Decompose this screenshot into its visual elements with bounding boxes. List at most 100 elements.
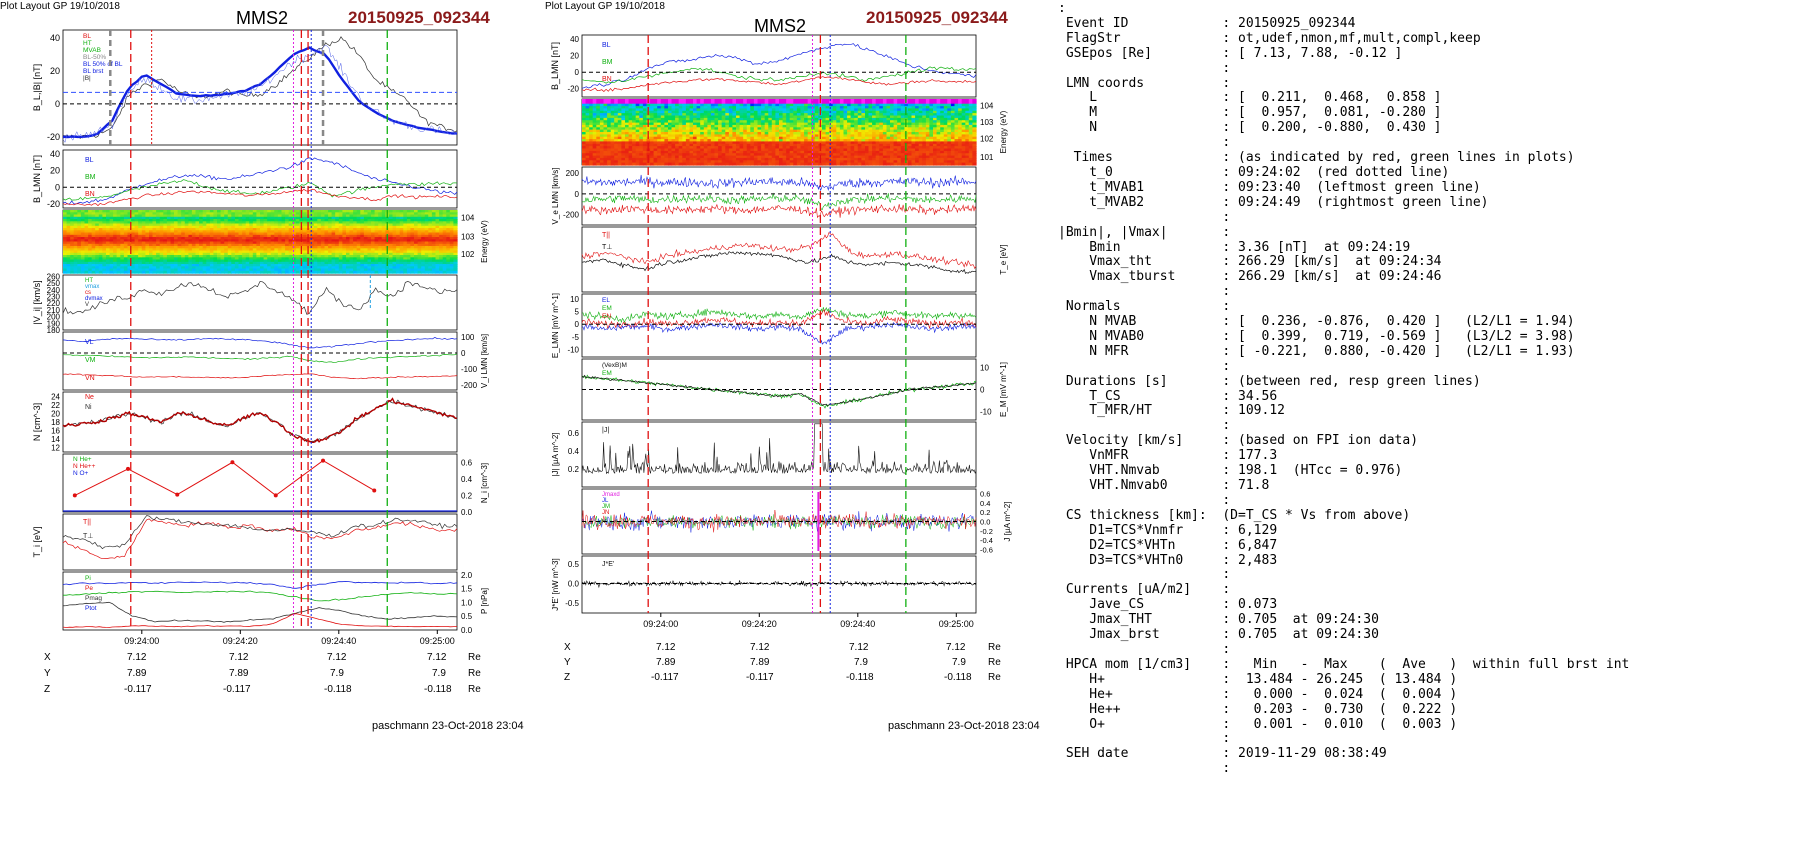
spectrogram-cell [753,106,759,110]
spectrogram-cell [589,162,594,166]
spectrogram-cell [363,250,369,254]
spectrogram-cell [750,146,755,150]
spectrogram-cell [328,214,333,218]
spectrogram-cell [295,219,300,222]
spectrogram-cell [607,132,612,135]
spectrogram-cell [134,248,139,252]
spectrogram-cell [188,266,193,270]
spectrogram-cell [213,248,218,252]
spectrogram-cell [328,232,333,236]
spectrogram-cell [585,146,590,150]
y-tick-label: 180 [47,326,61,335]
spectrogram-cell [617,155,622,159]
spectrogram-cell [177,248,182,252]
spectrogram-cell [349,270,354,274]
spectrogram-cell [363,212,369,216]
spectrogram-cell [66,221,71,225]
spectrogram-cell [421,214,426,218]
spectrogram-cell [331,239,336,243]
spectrogram-cell [599,160,605,164]
spectrogram-cell [342,257,347,261]
spectrogram-cell [424,232,429,236]
spectrogram-cell [392,214,397,218]
spectrogram-cell [453,252,458,256]
spectrogram-cell [374,223,379,227]
spectrogram-cell [249,264,254,267]
spectrogram-cell [743,110,748,114]
spectrogram-cell [227,266,232,270]
spectrogram-cell [220,264,225,267]
spectrogram-cell [95,212,100,216]
spectrogram-cell [170,268,175,272]
spectrogram-cell [163,219,168,222]
spectrogram-cell [152,248,157,252]
legend-entry: Ptot [85,605,97,612]
spectrogram-cell [642,106,648,110]
y-tick-label: -20 [47,199,60,209]
spectrogram-cell [274,216,279,220]
spectrogram-cell [414,252,419,256]
spectrogram-cell [642,117,648,121]
y-axis-label: Energy (eV) [480,220,489,263]
spectrogram-cell [288,228,293,231]
spectrogram-cell [746,124,751,128]
spectrogram-cell [585,101,590,105]
y-tick-label: 200 [47,313,61,322]
y-axis-label: B_LMN [nT] [32,155,42,203]
spectrogram-cell [356,225,361,229]
spectrogram-cell [610,150,615,154]
spectrogram-cell [592,132,597,135]
spectrogram-cell [127,210,132,213]
spectrogram-cell [252,266,257,270]
spectrogram-cell [342,230,347,234]
spectrogram-cell [710,117,716,121]
spectrogram-cell [320,270,326,274]
spectrogram-cell [367,210,372,213]
spectrogram-cell [718,117,723,121]
spectrogram-cell [324,230,329,234]
spectrogram-cell [396,228,401,231]
spectrogram-cell [671,129,676,133]
spectrogram-cell [431,264,437,267]
spectrogram-cell [320,239,326,243]
spectrogram-cell [439,243,444,247]
spectrogram-cell [277,248,283,252]
spectrogram-cell [102,246,107,249]
spectrogram-cell [174,246,179,249]
spectrogram-cell [721,146,726,150]
spectrogram-cell [682,148,687,152]
spectrogram-cell [285,232,290,236]
spectrogram-cell [621,132,626,135]
spectrogram-cell [213,268,218,272]
spectrogram-cell [367,246,372,249]
spectrogram-cell [660,99,665,102]
spectrogram-cell [134,228,139,231]
spectrogram-cell [77,228,82,231]
spectrogram-cell [431,228,437,231]
spectrogram-cell [703,124,708,128]
spectrogram-cell [614,146,619,150]
spectrogram-cell [385,255,390,258]
spectrogram-cell [739,146,744,150]
spectrogram-cell [399,237,404,240]
spectrogram-cell [156,243,161,247]
spectrogram-cell [63,212,68,216]
spectrogram-cell [736,106,741,110]
spectrogram-cell [689,110,694,114]
spectrogram-cell [417,255,422,258]
spectrogram-cell [80,264,86,267]
spectrogram-cell [750,117,755,121]
y-tick-label: 0 [55,182,60,192]
spectrogram-cell [789,101,794,105]
spectrogram-cell [653,113,658,117]
panel-frame [581,293,977,358]
spectrogram-cell [589,127,594,131]
spectrogram-cell [775,108,780,112]
spectrogram-cell [73,237,78,240]
spectrogram-cell [123,261,129,265]
spectrogram-cell [743,117,748,121]
spectrogram-cell [725,157,730,161]
spectrogram-cell [80,250,86,254]
spectrogram-cell [331,223,336,227]
spectrogram-cell [202,223,207,227]
